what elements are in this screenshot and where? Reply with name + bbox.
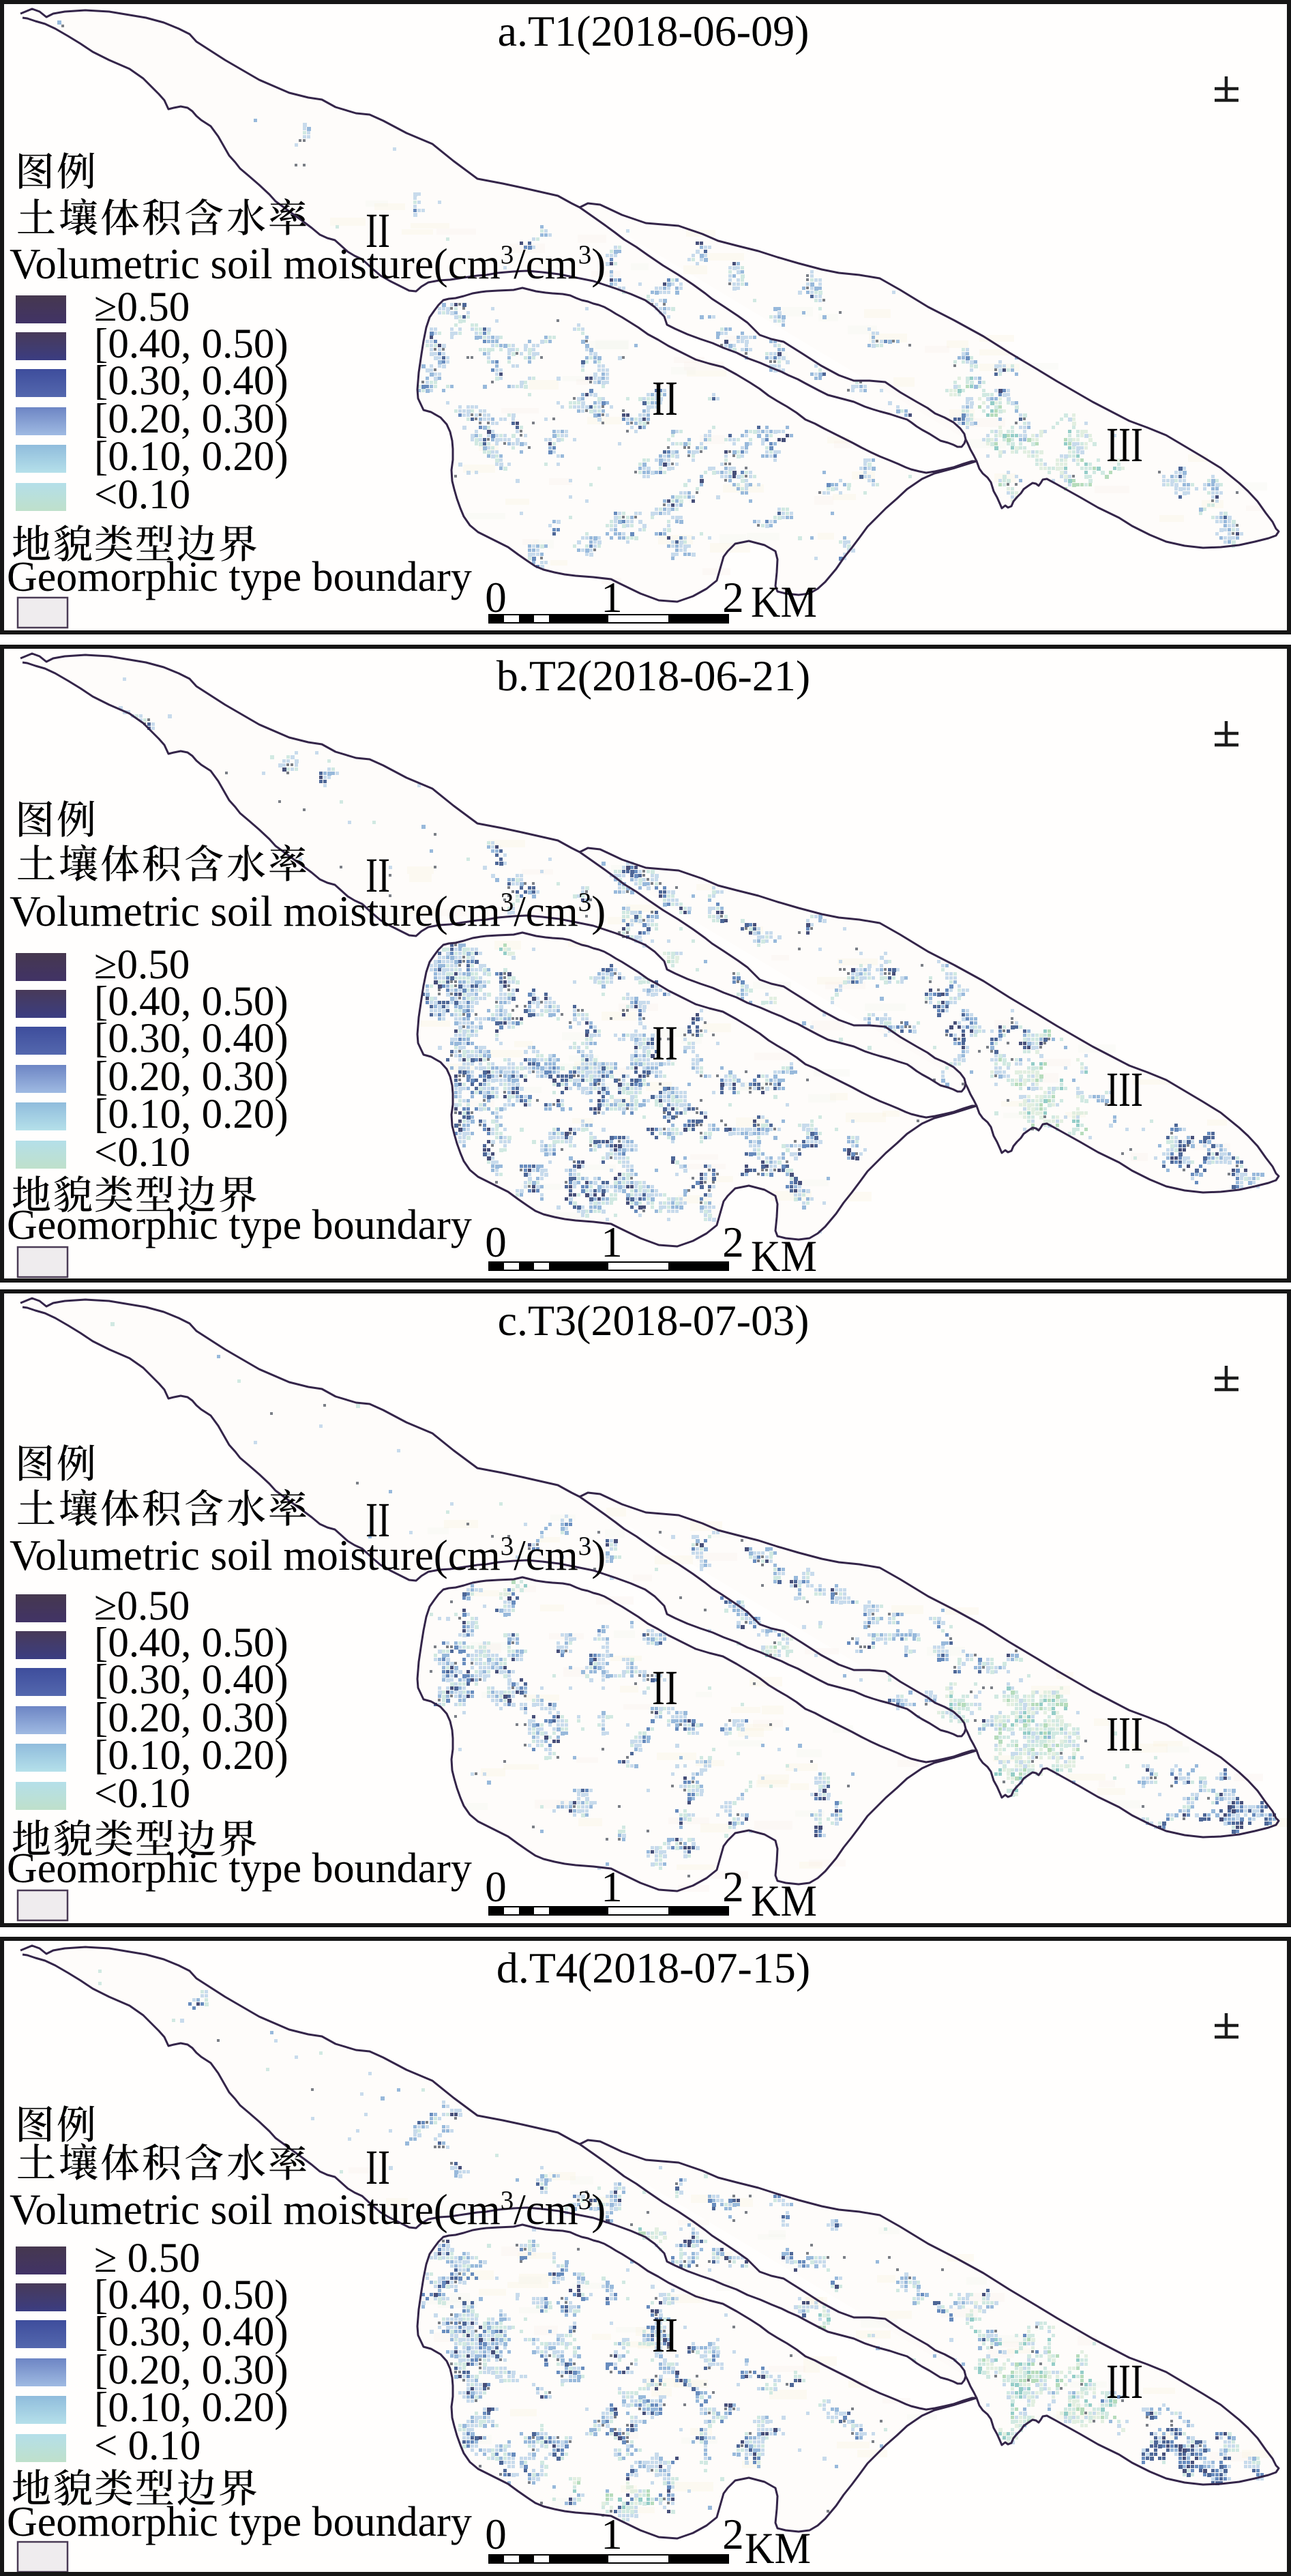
svg-text:[0.40, 0.50): [0.40, 0.50) bbox=[94, 2272, 288, 2318]
svg-text:Volumetric soil moisture(cm3/c: Volumetric soil moisture(cm3/cm3) bbox=[10, 2186, 606, 2234]
svg-text:III: III bbox=[1106, 2354, 1143, 2409]
svg-text:≥ 0.50: ≥ 0.50 bbox=[94, 2236, 200, 2281]
svg-text:2: 2 bbox=[722, 1863, 744, 1911]
svg-text:<0.10: <0.10 bbox=[94, 1771, 190, 1817]
svg-text:KM: KM bbox=[745, 2524, 811, 2573]
svg-text:0: 0 bbox=[485, 1218, 507, 1266]
svg-text:Geomorphic type boundary: Geomorphic type boundary bbox=[7, 554, 472, 600]
svg-text:0: 0 bbox=[485, 574, 507, 621]
svg-text:Geomorphic type boundary: Geomorphic type boundary bbox=[7, 1845, 472, 1892]
svg-text:0: 0 bbox=[485, 1863, 507, 1911]
svg-text:[0.20, 0.30): [0.20, 0.30) bbox=[94, 396, 288, 442]
svg-text:Geomorphic type boundary: Geomorphic type boundary bbox=[7, 2499, 472, 2545]
svg-text:2: 2 bbox=[722, 574, 744, 621]
svg-text:1: 1 bbox=[601, 1863, 623, 1911]
svg-text:KM: KM bbox=[751, 1877, 817, 1926]
svg-text:[0.20, 0.30): [0.20, 0.30) bbox=[94, 2347, 288, 2393]
svg-text:1: 1 bbox=[601, 574, 623, 621]
svg-text:b.T2(2018-06-21): b.T2(2018-06-21) bbox=[496, 652, 810, 700]
svg-text:[0.20, 0.30): [0.20, 0.30) bbox=[94, 1695, 288, 1741]
svg-text:[0.30, 0.40): [0.30, 0.40) bbox=[94, 1016, 288, 1062]
svg-text:[0.40, 0.50): [0.40, 0.50) bbox=[94, 979, 288, 1025]
svg-text:[0.30, 0.40): [0.30, 0.40) bbox=[94, 358, 288, 404]
svg-text:d.T4(2018-07-15): d.T4(2018-07-15) bbox=[496, 1944, 810, 1992]
svg-text:Volumetric soil moisture(cm3/c: Volumetric soil moisture(cm3/cm3) bbox=[10, 240, 606, 288]
svg-text:1: 1 bbox=[601, 1218, 623, 1266]
svg-text:[0.10, 0.20): [0.10, 0.20) bbox=[94, 1092, 288, 1137]
svg-text:[0.10, 0.20): [0.10, 0.20) bbox=[94, 2385, 288, 2431]
svg-text:Volumetric soil moisture(cm3/c: Volumetric soil moisture(cm3/cm3) bbox=[10, 888, 606, 935]
svg-text:II: II bbox=[652, 2308, 678, 2362]
svg-text:Geomorphic type boundary: Geomorphic type boundary bbox=[7, 1202, 472, 1248]
svg-text:a.T1(2018-06-09): a.T1(2018-06-09) bbox=[498, 7, 810, 55]
svg-text:II: II bbox=[652, 1016, 678, 1070]
svg-text:III: III bbox=[1106, 418, 1143, 472]
svg-text:[0.30, 0.40): [0.30, 0.40) bbox=[94, 2309, 288, 2355]
svg-text:II: II bbox=[366, 1493, 390, 1547]
svg-text:[0.40, 0.50): [0.40, 0.50) bbox=[94, 1620, 288, 1666]
svg-text:II: II bbox=[366, 848, 390, 903]
svg-text:II: II bbox=[652, 1660, 678, 1715]
svg-text:2: 2 bbox=[722, 2511, 744, 2558]
svg-text:KM: KM bbox=[751, 578, 817, 627]
svg-text:[0.30, 0.40): [0.30, 0.40) bbox=[94, 1657, 288, 1703]
svg-text:<0.10: <0.10 bbox=[94, 1130, 190, 1175]
svg-text:0: 0 bbox=[485, 2511, 507, 2558]
svg-text:<0.10: <0.10 bbox=[94, 472, 190, 518]
svg-text:III: III bbox=[1106, 1707, 1143, 1761]
svg-text:II: II bbox=[366, 2140, 390, 2195]
svg-text:KM: KM bbox=[751, 1232, 817, 1281]
svg-text:≥0.50: ≥0.50 bbox=[94, 942, 190, 988]
svg-text:2: 2 bbox=[722, 1218, 744, 1266]
svg-text:c.T3(2018-07-03): c.T3(2018-07-03) bbox=[498, 1296, 810, 1345]
svg-text:≥0.50: ≥0.50 bbox=[94, 1583, 190, 1629]
svg-text:[0.20, 0.30): [0.20, 0.30) bbox=[94, 1054, 288, 1100]
svg-text:II: II bbox=[652, 371, 678, 426]
svg-text:≥0.50: ≥0.50 bbox=[94, 284, 190, 330]
svg-text:1: 1 bbox=[601, 2511, 623, 2558]
svg-text:Volumetric soil moisture(cm3/c: Volumetric soil moisture(cm3/cm3) bbox=[10, 1532, 606, 1579]
svg-text:[0.40, 0.50): [0.40, 0.50) bbox=[94, 321, 288, 367]
svg-text:[0.10, 0.20): [0.10, 0.20) bbox=[94, 434, 288, 480]
svg-text:II: II bbox=[366, 203, 390, 258]
svg-text:[0.10, 0.20): [0.10, 0.20) bbox=[94, 1733, 288, 1779]
svg-text:III: III bbox=[1106, 1062, 1143, 1117]
svg-text:< 0.10: < 0.10 bbox=[94, 2423, 201, 2469]
